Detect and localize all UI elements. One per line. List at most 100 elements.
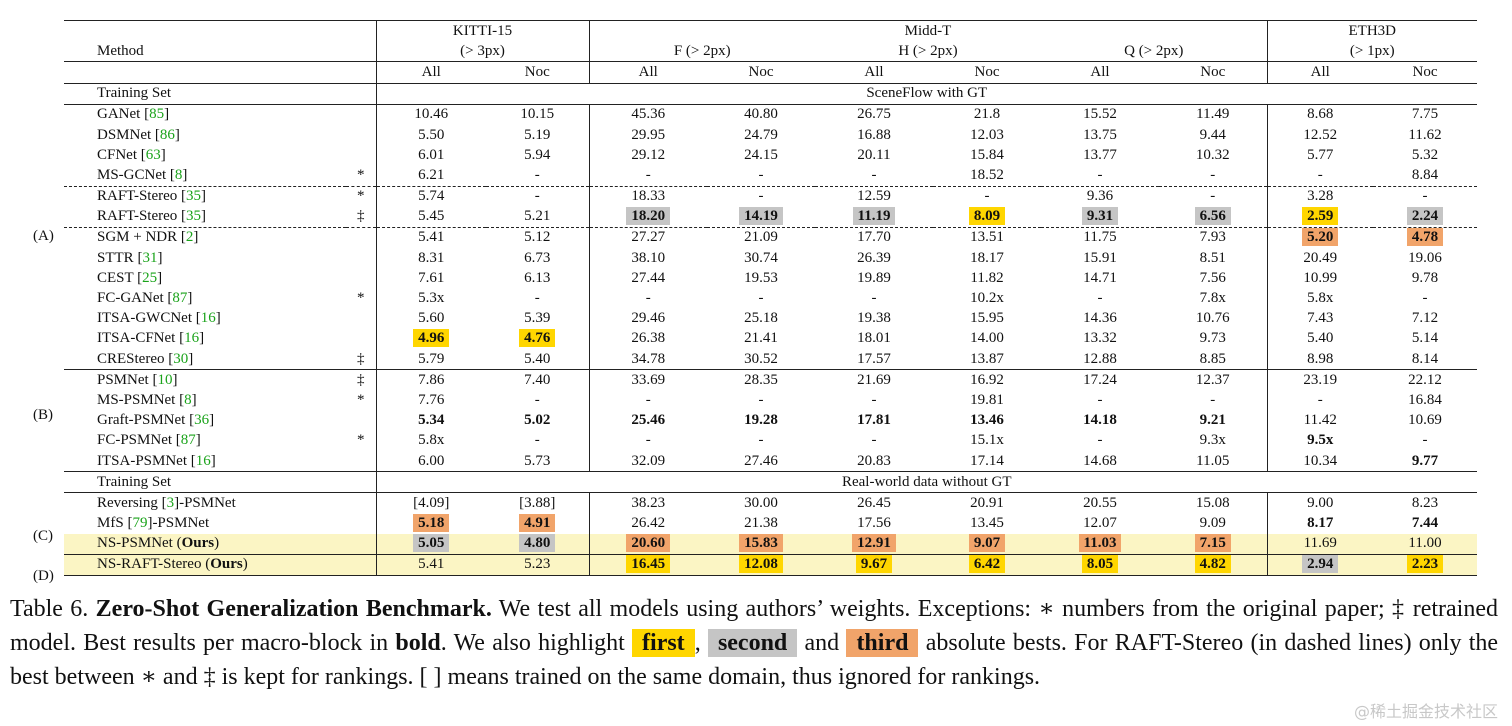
score-cell: 24.79 [744,126,778,143]
citation-link[interactable]: 63 [145,146,161,163]
method-flag: * [357,432,365,449]
score-cell: 17.24 [1041,369,1159,391]
score-cell: 17.56 [857,515,891,532]
score-cell: - [707,185,815,207]
score-cell: 26.75 [815,103,933,125]
score-cell: 10.46 [375,103,486,125]
table-row: MfS [79]-PSMNet 5.18 4.91 26.42 21.38 17.56 13… [64,513,1477,534]
citation-link[interactable]: 2 [185,229,194,246]
citation-link[interactable]: 3 [166,494,175,511]
method-flag [346,451,376,472]
method-flag [346,145,376,165]
score-cell: 8.09 [933,207,1041,228]
caption-label: Table 6. [10,596,89,622]
score-cell: 17.81 [857,412,891,429]
column-label: Noc [707,61,815,84]
score-cell: 11.69 [1266,533,1374,555]
method-flag [346,226,376,249]
score-cell: 8.68 [1266,103,1374,125]
score-cell: 19.06 [1408,249,1442,266]
score-cell: 18.20 [588,206,707,228]
method-name: FC-GANet [87] [97,290,193,307]
score-cell: 14.68 [1083,452,1117,469]
citation-link[interactable]: 79 [132,515,148,532]
score-cell: 3.28 [1266,185,1374,207]
score-cell: - [534,391,540,408]
score-cell: 8.31 [375,248,486,269]
column-label: All [588,61,707,84]
citation-link[interactable]: 10 [157,371,173,388]
score-cell: 14.19 [707,207,815,228]
score-cell: 20.49 [1266,248,1374,269]
score-cell: 9.3x [1199,432,1226,449]
citation-link[interactable]: 8 [184,391,192,408]
score-cell: 6.21 [375,165,486,186]
score-cell: 38.23 [588,492,707,514]
citation-link[interactable]: 30 [173,350,189,367]
score-cell: 5.12 [486,226,589,249]
score-cell: 9.09 [1199,515,1226,532]
citation-link[interactable]: 87 [180,432,196,449]
score-cell: - [871,391,877,408]
citation-link[interactable]: 87 [172,290,188,307]
citation-link[interactable]: 35 [186,188,202,205]
score-cell: - [758,432,764,449]
score-cell: 5.77 [1266,145,1374,166]
score-cell: 19.89 [857,269,891,286]
score-cell: 21.09 [707,226,815,249]
score-cell: 4.91 [486,514,589,534]
score-cell: 13.45 [970,515,1004,532]
citation-link[interactable]: 35 [186,208,202,225]
eth3d-threshold: (> 1px) [1266,41,1478,62]
middt-h-threshold: H (> 2px) [898,42,958,59]
table-row: RAFT-Stereo [35] * 5.74-18.33-12.59-9.36-3… [64,185,1478,207]
method-name: DSMNet [86] [97,126,180,143]
score-cell: - [588,288,707,309]
citation-link[interactable]: 86 [159,126,175,143]
citation-link[interactable]: 36 [194,412,210,429]
score-cell: 12.07 [1083,515,1117,532]
score-cell: 29.46 [588,308,707,329]
score-cell: 5.74 [375,185,486,207]
score-cell: 20.83 [857,452,891,469]
method-name: CREStereo [30] [97,350,194,367]
score-cell: 7.61 [375,268,486,289]
citation-link[interactable]: 16 [184,330,200,347]
table-row: RAFT-Stereo [35] ‡ 5.45 5.21 18.20 14.19 11.19… [64,206,1477,228]
score-cell: - [1210,391,1216,408]
citation-link[interactable]: 16 [195,452,211,469]
caption-sentence-2: . We also highlight [440,630,625,656]
training-set-value: SceneFlow with GT [375,82,1478,105]
middt-f-threshold: F (> 2px) [588,41,815,62]
score-cell: 5.41 [375,553,486,577]
score-cell: 4.78 [1373,226,1478,249]
method-flag [346,248,376,268]
citation-link[interactable]: 8 [174,166,183,183]
method-name: ITSA-GWCNet [16] [97,310,221,327]
column-label: Noc [1373,61,1478,84]
score-cell: 18.01 [857,330,891,347]
score-cell: 2.94 [1266,553,1374,577]
citation-link[interactable]: 85 [149,106,165,123]
score-cell: 29.95 [588,124,707,146]
citation-link[interactable]: 31 [142,249,158,266]
score-cell: 23.19 [1266,369,1374,391]
score-cell: 9.67 [815,553,933,577]
score-cell: 2.59 [1266,206,1374,228]
score-cell: 5.20 [1266,226,1374,249]
score-cell: 21.41 [744,330,778,347]
score-cell: 5.19 [524,126,551,143]
score-cell: 13.75 [1083,126,1117,143]
column-label: Noc [1159,61,1268,84]
score-cell: 33.69 [588,369,707,391]
score-cell: 11.49 [1159,103,1268,125]
score-cell: 10.32 [1195,146,1230,163]
citation-link[interactable]: 16 [200,310,216,327]
column-label: All [375,61,486,84]
score-cell: 26.45 [815,492,933,514]
score-cell: - [588,165,707,186]
score-cell: 26.38 [588,328,707,349]
method-name: Graft-PSMNet [36] [97,412,215,429]
score-cell: 10.34 [1266,450,1374,472]
citation-link[interactable]: 25 [142,269,158,286]
